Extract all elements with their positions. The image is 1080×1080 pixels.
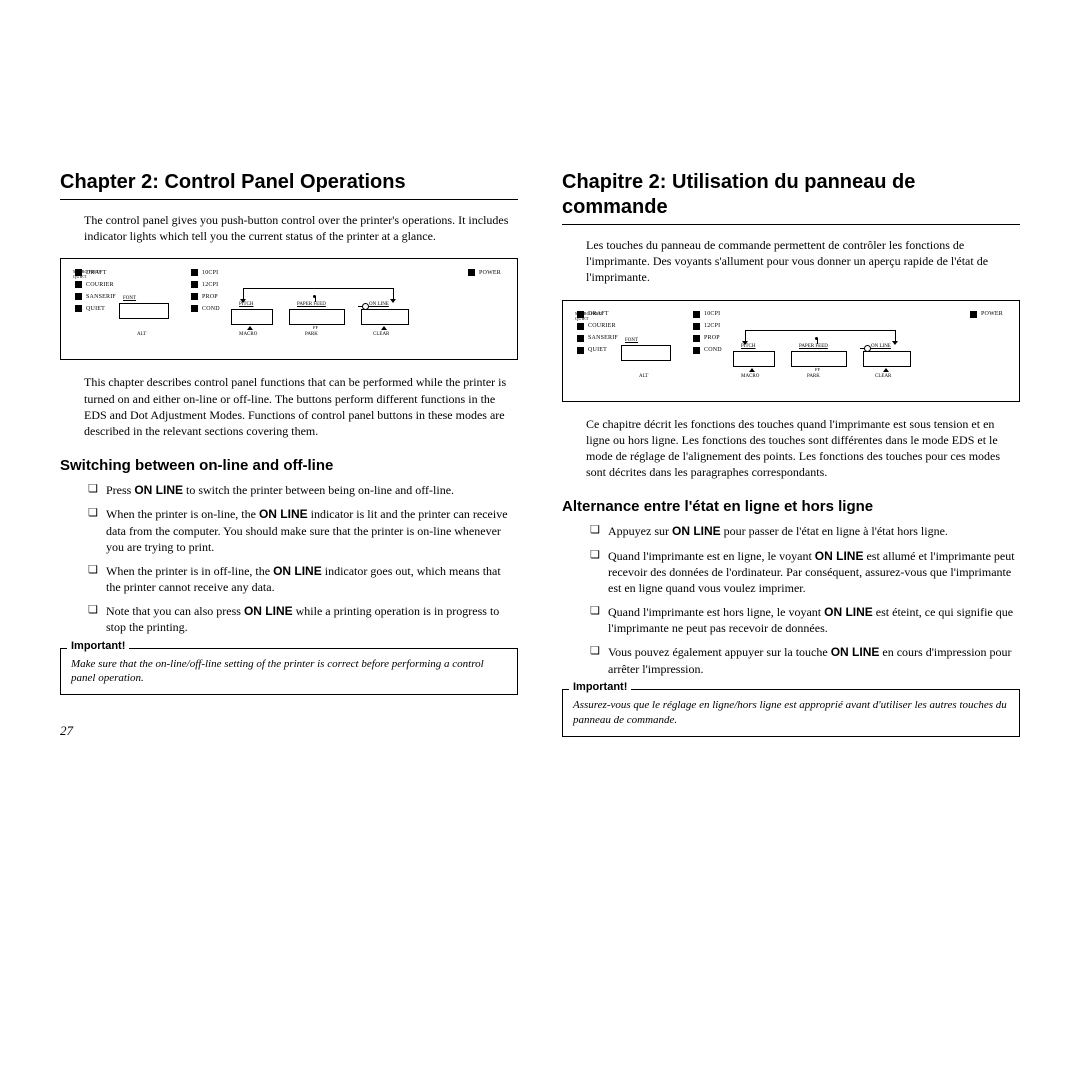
list-item: When the printer is on-line, the ON LINE…: [88, 506, 518, 555]
important-text: Make sure that the on-line/off-line sett…: [71, 657, 507, 687]
list-item: Appuyez sur ON LINE pour passer de l'éta…: [590, 523, 1020, 539]
chapter-title-left: Chapter 2: Control Panel Operations: [60, 170, 518, 200]
important-label: Important!: [569, 681, 631, 693]
bullet-list-right: Appuyez sur ON LINE pour passer de l'éta…: [562, 523, 1020, 677]
chapter-title-text: Chapter 2: Control Panel Operations: [60, 171, 406, 193]
page-number: 27: [60, 723, 518, 739]
important-box-left: Important! Make sure that the on-line/of…: [60, 648, 518, 696]
after-diagram-left: This chapter describes control panel fun…: [84, 374, 518, 439]
list-item: Quand l'imprimante est en ligne, le voya…: [590, 548, 1020, 597]
section-heading-left: Switching between on-line and off-line: [60, 457, 518, 474]
list-item: Quand l'imprimante est hors ligne, le vo…: [590, 604, 1020, 636]
list-item: Note that you can also press ON LINE whi…: [88, 603, 518, 635]
list-item: Vous pouvez également appuyer sur la tou…: [590, 644, 1020, 676]
left-column: Chapter 2: Control Panel Operations The …: [50, 80, 528, 1040]
page-root: Chapter 2: Control Panel Operations The …: [0, 0, 1080, 1080]
control-panel-diagram-left: DRAFTCOURIERSANSERIFQUIET10CPI12CPIPROPC…: [60, 258, 518, 360]
right-column: Chapitre 2: Utilisation du panneau de co…: [552, 80, 1030, 1040]
bullet-list-left: Press ON LINE to switch the printer betw…: [60, 482, 518, 636]
control-panel-diagram-right: DRAFTCOURIERSANSERIFQUIET10CPI12CPIPROPC…: [562, 300, 1020, 402]
important-label: Important!: [67, 640, 129, 652]
chapter-title-right: Chapitre 2: Utilisation du panneau de co…: [562, 170, 1020, 225]
after-diagram-right: Ce chapitre décrit les fonctions des tou…: [586, 416, 1020, 481]
intro-left: The control panel gives you push-button …: [84, 212, 518, 244]
list-item: When the printer is in off-line, the ON …: [88, 563, 518, 595]
list-item: Press ON LINE to switch the printer betw…: [88, 482, 518, 498]
important-text: Assurez-vous que le réglage en ligne/hor…: [573, 698, 1009, 728]
chapter-title-text: Chapitre 2: Utilisation du panneau de co…: [562, 171, 915, 218]
intro-right: Les touches du panneau de commande perme…: [586, 237, 1020, 286]
important-box-right: Important! Assurez-vous que le réglage e…: [562, 689, 1020, 737]
section-heading-right: Alternance entre l'état en ligne et hors…: [562, 498, 1020, 515]
